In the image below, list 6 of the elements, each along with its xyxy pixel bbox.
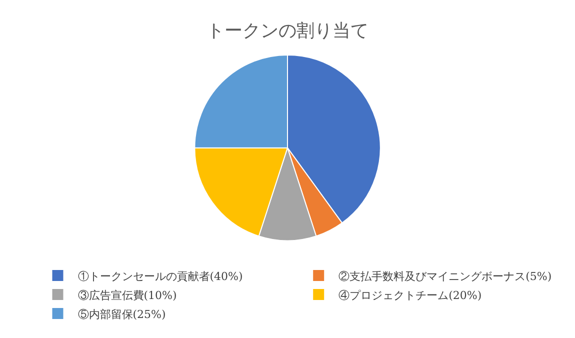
- legend-label: ③広告宣伝費(10%): [78, 288, 177, 302]
- chart-title: トークンの割り当て: [206, 20, 368, 42]
- legend-label: ②支払手数料及びマイニングボーナス(5%): [338, 270, 552, 283]
- legend-label: ①トークンセールの貢献者(40%): [78, 270, 243, 283]
- legend-label: ⑤内部留保(25%): [78, 308, 166, 321]
- legend-label: ④プロジェクトチーム(20%): [338, 288, 482, 302]
